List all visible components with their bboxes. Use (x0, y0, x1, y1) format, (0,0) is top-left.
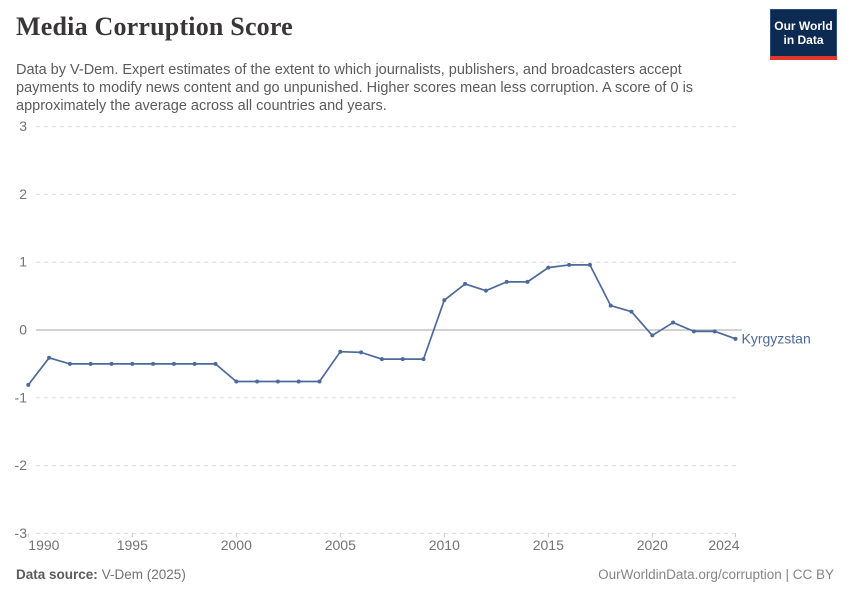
data-source-label: Data source: (16, 567, 98, 582)
data-point[interactable] (338, 349, 343, 354)
data-point[interactable] (275, 379, 280, 384)
data-point[interactable] (359, 350, 364, 355)
page-title: Media Corruption Score (16, 12, 293, 41)
x-tick-label: 2015 (533, 537, 564, 553)
data-point[interactable] (650, 333, 655, 338)
series-label[interactable]: Kyrgyzstan (742, 330, 811, 346)
owid-logo-text-line1: Our World (774, 19, 833, 33)
x-tick-label: 1990 (28, 537, 59, 553)
data-point[interactable] (671, 320, 676, 325)
data-point[interactable] (379, 357, 384, 362)
data-point[interactable] (525, 279, 530, 284)
owid-logo[interactable]: Our World in Data (770, 9, 837, 60)
data-point[interactable] (213, 361, 218, 366)
x-tick-label: 1995 (117, 537, 148, 553)
chart-subtitle: Data by V-Dem. Expert estimates of the e… (16, 61, 693, 115)
y-tick-label: 1 (19, 254, 27, 270)
data-point[interactable] (608, 303, 613, 308)
data-point[interactable] (88, 361, 93, 366)
data-point[interactable] (463, 281, 468, 286)
owid-logo-text-line2: in Data (783, 33, 824, 47)
y-tick-label: -3 (15, 525, 28, 541)
data-point[interactable] (296, 379, 301, 384)
y-tick-label: -2 (15, 457, 28, 473)
x-tick-label: 2020 (637, 537, 668, 553)
data-point[interactable] (234, 379, 239, 384)
data-point[interactable] (26, 382, 31, 387)
data-point[interactable] (712, 329, 717, 334)
x-tick-label: 2024 (708, 537, 739, 553)
data-point[interactable] (67, 361, 72, 366)
y-tick-label: 3 (19, 118, 27, 134)
data-point[interactable] (317, 379, 322, 384)
data-point[interactable] (400, 357, 405, 362)
data-point[interactable] (546, 265, 551, 270)
data-point[interactable] (109, 361, 114, 366)
owid-logo-red-bar (770, 56, 837, 60)
x-tick-label: 2010 (429, 537, 460, 553)
data-point[interactable] (47, 355, 52, 360)
data-point[interactable] (192, 361, 197, 366)
data-point[interactable] (483, 288, 488, 293)
data-point[interactable] (733, 336, 738, 341)
data-point[interactable] (629, 309, 634, 314)
data-point[interactable] (421, 357, 426, 362)
data-point[interactable] (504, 279, 509, 284)
data-point[interactable] (130, 361, 135, 366)
data-point[interactable] (171, 361, 176, 366)
data-point[interactable] (255, 379, 260, 384)
chart-footer: Data source: V-Dem (2025) OurWorldinData.… (16, 567, 834, 585)
subtitle-line: Data by V-Dem. Expert estimates of the e… (16, 62, 682, 78)
data-source: Data source: V-Dem (2025) (16, 567, 186, 582)
y-tick-label: 2 (19, 186, 27, 202)
data-point[interactable] (691, 329, 696, 334)
x-tick-label: 2000 (221, 537, 252, 553)
data-point[interactable] (587, 262, 592, 267)
data-point[interactable] (151, 361, 156, 366)
data-point[interactable] (567, 262, 572, 267)
x-tick-label: 2005 (325, 537, 356, 553)
data-point[interactable] (442, 298, 447, 303)
y-tick-label: 0 (19, 322, 27, 338)
data-source-value: V-Dem (2025) (101, 567, 186, 582)
y-tick-label: -1 (15, 389, 28, 405)
subtitle-line: payments to modify news content and go u… (16, 80, 694, 96)
attribution-link[interactable]: OurWorldinData.org/corruption | CC BY (598, 567, 834, 582)
data-line[interactable] (27, 264, 737, 386)
subtitle-line: approximately the average across all cou… (16, 98, 387, 114)
